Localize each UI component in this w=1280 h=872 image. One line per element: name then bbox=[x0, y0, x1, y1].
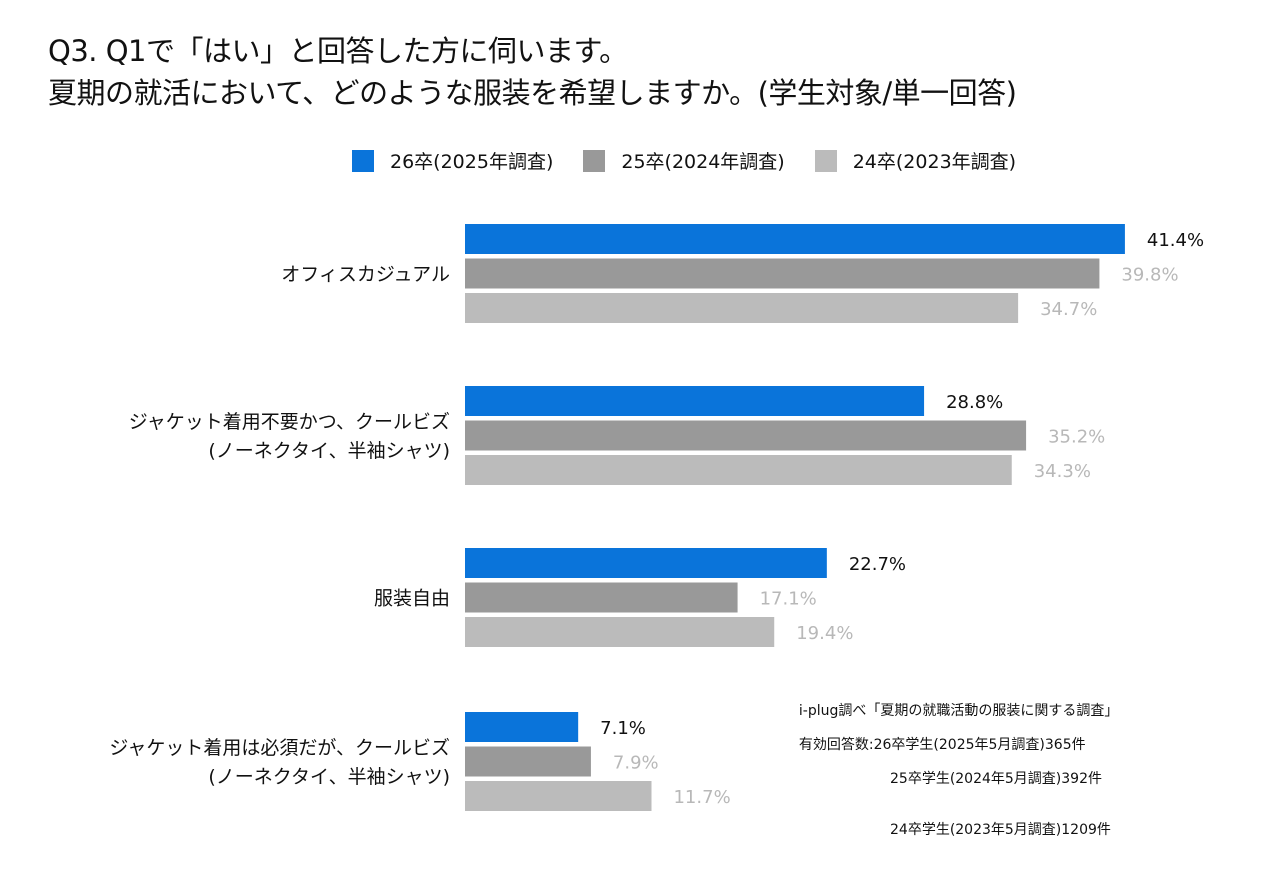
category-label: ジャケット着用は必須だが、クールビズ bbox=[109, 737, 450, 759]
bar bbox=[465, 548, 827, 578]
legend-swatch bbox=[352, 149, 374, 172]
legend-swatch bbox=[583, 149, 606, 172]
source-note: i-plug調べ「夏期の就職活動の服装に関する調査」 有効回答数:26卒学生(2… bbox=[790, 686, 1118, 856]
data-label: 39.8% bbox=[1121, 265, 1178, 286]
category-label: ジャケット着用不要かつ、クールビズ bbox=[129, 411, 450, 433]
bar bbox=[465, 224, 1125, 254]
data-label: 17.1% bbox=[760, 589, 817, 610]
data-label: 7.9% bbox=[613, 753, 659, 774]
data-label: 35.2% bbox=[1048, 427, 1105, 448]
bar bbox=[465, 420, 1027, 451]
category-label: (ノーネクタイ、半袖シャツ) bbox=[208, 766, 450, 788]
title-line-2: 夏期の就活において、どのような服装を希望しますか。(学生対象/単一回答) bbox=[48, 76, 1017, 110]
legend-label: 26卒(2025年調査) bbox=[390, 151, 554, 173]
legend-item-25: 25卒(2024年調査) bbox=[583, 147, 785, 174]
data-label: 34.3% bbox=[1034, 461, 1091, 482]
note-line-1: 有効回答数:26卒学生(2025年5月調査)365件 bbox=[798, 737, 1086, 753]
data-label: 7.1% bbox=[600, 718, 646, 739]
legend: 26卒(2025年調査) 25卒(2024年調査) 24卒(2023年調査) bbox=[352, 147, 1016, 174]
data-label: 19.4% bbox=[796, 623, 853, 644]
note-source: i-plug調べ「夏期の就職活動の服装に関する調査」 bbox=[798, 703, 1119, 719]
bar bbox=[465, 386, 925, 416]
legend-swatch bbox=[814, 149, 837, 172]
data-label: 28.8% bbox=[946, 392, 1003, 413]
legend-label: 25卒(2024年調査) bbox=[621, 151, 785, 173]
category-label: 服装自由 bbox=[374, 588, 450, 610]
category-label: オフィスカジュアル bbox=[281, 264, 450, 286]
bar bbox=[465, 712, 579, 742]
bar bbox=[465, 258, 1100, 289]
category-label: (ノーネクタイ、半袖シャツ) bbox=[208, 440, 450, 462]
legend-label: 24卒(2023年調査) bbox=[852, 151, 1017, 173]
data-label: 22.7% bbox=[849, 554, 906, 575]
bar bbox=[465, 293, 1019, 323]
data-label: 34.7% bbox=[1040, 299, 1097, 320]
bar bbox=[465, 746, 591, 777]
legend-item-26: 26卒(2025年調査) bbox=[352, 147, 553, 174]
bar bbox=[465, 455, 1012, 485]
note-line-3: 24卒学生(2023年5月調査)1209件 bbox=[890, 822, 1111, 838]
title-line-1: Q3. Q1で「はい」と回答した方に伺います。 bbox=[48, 34, 628, 68]
data-label: 11.7% bbox=[673, 787, 730, 808]
legend-item-24: 24卒(2023年調査) bbox=[814, 147, 1017, 174]
bar bbox=[465, 781, 652, 811]
data-label: 41.4% bbox=[1147, 230, 1204, 251]
chart-title: Q3. Q1で「はい」と回答した方に伺います。 夏期の就活において、どのような服… bbox=[48, 30, 1017, 114]
note-line-2: 25卒学生(2024年5月調査)392件 bbox=[890, 771, 1102, 787]
bar bbox=[465, 617, 775, 647]
bar bbox=[465, 582, 738, 613]
